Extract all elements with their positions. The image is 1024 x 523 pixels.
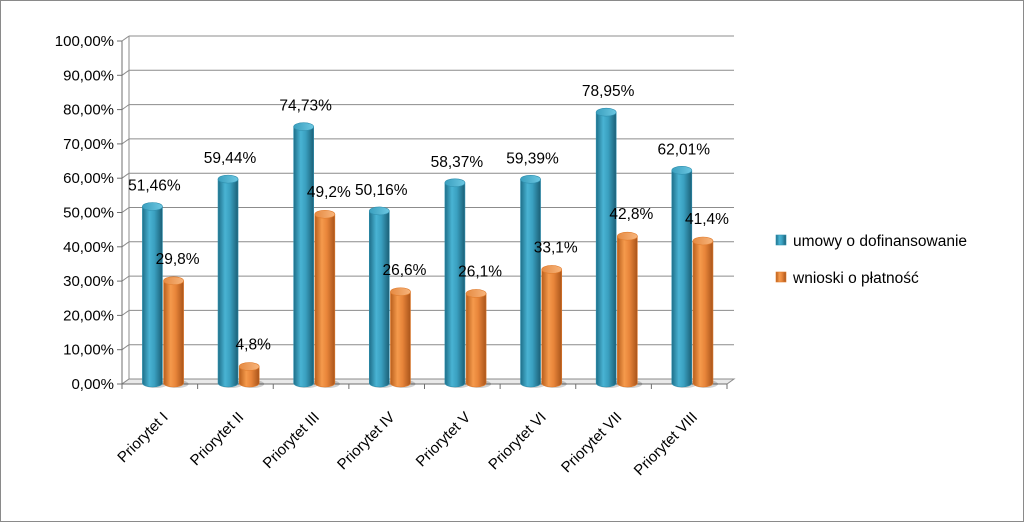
data-label: 41,4% <box>685 211 729 228</box>
gridline-depth <box>121 309 130 316</box>
bar-umowy <box>595 107 622 388</box>
data-label: 78,95% <box>582 83 635 100</box>
bar-umowy <box>520 174 546 388</box>
bar-wnioski <box>692 236 718 388</box>
y-tick-label: 60,00% <box>63 170 114 187</box>
y-tick-label: 10,00% <box>63 342 114 359</box>
bar-wnioski <box>238 362 265 388</box>
bar-umowy <box>217 174 244 388</box>
data-label: 59,44% <box>204 150 257 167</box>
gridline-depth <box>121 241 130 248</box>
y-tick-label: 80,00% <box>63 102 114 119</box>
bar-umowy <box>368 206 395 388</box>
data-label: 4,8% <box>236 337 272 354</box>
bar-wnioski <box>390 287 416 388</box>
y-tick-label: 30,00% <box>63 273 114 290</box>
x-tick-label: Priorytet VI <box>485 409 549 473</box>
legend-swatch-umowy <box>775 234 787 246</box>
data-label: 33,1% <box>534 239 578 256</box>
x-tick-label: Priorytet VIII <box>631 409 701 479</box>
y-tick-label: 40,00% <box>63 239 114 256</box>
x-tick-label: Priorytet IV <box>334 409 398 473</box>
floor <box>120 378 736 385</box>
data-labels: 51,46% 59,44% 74,73% 50,16% 58,37% 59,39% 78,9… <box>128 83 729 353</box>
x-tick-label: Priorytet III <box>260 409 323 472</box>
data-label: 74,73% <box>279 98 332 115</box>
y-tick-label: 50,00% <box>63 205 114 222</box>
data-label: 50,16% <box>355 182 408 199</box>
bar-umowy <box>142 202 168 388</box>
data-label: 62,01% <box>658 141 711 158</box>
legend-swatch-wnioski <box>775 271 787 283</box>
bar-wnioski <box>617 231 643 388</box>
y-tick-label: 0,00% <box>71 376 114 393</box>
gridline-depth <box>121 69 130 76</box>
bar-wnioski <box>314 209 340 388</box>
gridline-depth <box>121 275 130 282</box>
legend: umowy o dofinansowanie wnioski o płatność <box>775 233 967 287</box>
y-tick-label: 20,00% <box>63 307 114 324</box>
bars <box>142 107 718 388</box>
gridline-depth <box>121 172 130 179</box>
legend-label: wnioski o płatność <box>792 270 919 287</box>
bar-umowy <box>293 122 319 388</box>
x-tick-label: Priorytet VII <box>558 409 625 476</box>
bar-wnioski <box>541 265 567 388</box>
bar-wnioski <box>163 276 189 388</box>
data-label: 59,39% <box>506 150 559 167</box>
data-label: 26,6% <box>382 262 426 279</box>
gridline-depth <box>121 104 130 111</box>
x-tick-label: Priorytet I <box>114 409 171 466</box>
y-tick-label: 90,00% <box>63 67 114 84</box>
gridline-depth <box>121 35 130 42</box>
gridline-depth <box>121 344 130 351</box>
legend-label: umowy o dofinansowanie <box>793 233 967 250</box>
data-label: 26,1% <box>458 263 502 280</box>
data-label: 51,46% <box>128 177 181 194</box>
bar-umowy <box>444 178 470 388</box>
y-tick-label: 70,00% <box>63 136 114 153</box>
data-label: 49,2% <box>307 184 351 201</box>
y-tick-label: 100,00% <box>55 33 114 50</box>
data-label: 42,8% <box>609 206 653 223</box>
gridline-depth <box>121 138 130 145</box>
data-label: 29,8% <box>156 251 200 268</box>
x-tick-label: Priorytet II <box>187 409 247 469</box>
bar-umowy <box>671 166 697 388</box>
data-label: 58,37% <box>431 154 484 171</box>
x-tick-label: Priorytet V <box>413 409 475 471</box>
gridline-depth <box>121 207 130 213</box>
bar-wnioski <box>465 289 492 388</box>
